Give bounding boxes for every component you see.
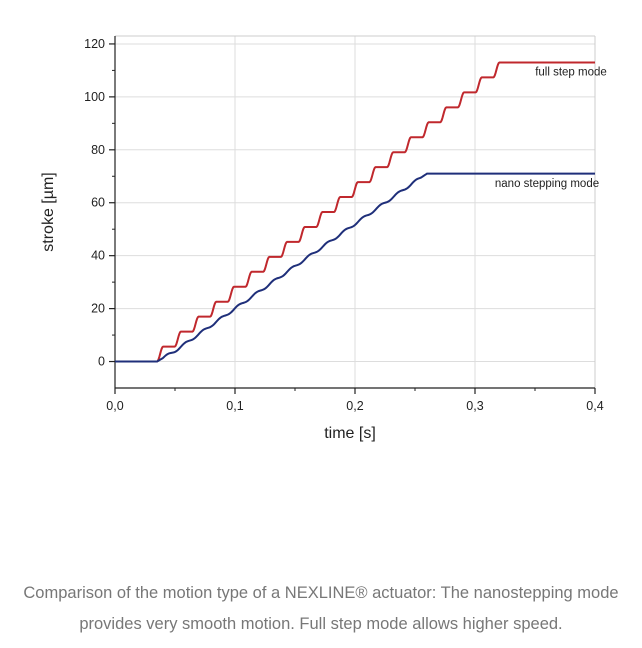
x-tick-label: 0,2 [346, 399, 363, 413]
series-layer [115, 61, 595, 363]
series-line-nano-stepping [115, 172, 595, 363]
x-tick-label: 0,3 [466, 399, 483, 413]
y-tick-label: 0 [98, 355, 105, 369]
grid-lines [114, 36, 596, 388]
caption-line-2: provides very smooth motion. Full step m… [79, 615, 563, 633]
y-tick-label: 120 [84, 37, 105, 51]
y-tick-label: 20 [91, 302, 105, 316]
x-tick-label: 0,4 [586, 399, 603, 413]
caption-line-1: Comparison of the motion type of a NEXLI… [23, 584, 619, 602]
series-line-full-step [115, 61, 595, 363]
y-tick-label: 80 [91, 143, 105, 157]
label-layer: 0 20 40 60 80 100 120 0,0 0,1 0,2 0,3 0,4 time [s] st… [40, 37, 607, 442]
x-tick-label: 0,1 [226, 399, 243, 413]
y-tick-label: 100 [84, 90, 105, 104]
chart-figure: 0 20 40 60 80 100 120 0,0 0,1 0,2 0,3 0,4 time [s] st… [40, 35, 607, 442]
series-annotation: full step mode [535, 67, 607, 79]
figure-caption: Comparison of the motion type of a NEXLI… [0, 578, 642, 640]
series-annotation: nano stepping mode [495, 178, 599, 190]
chart-svg: 0 20 40 60 80 100 120 0,0 0,1 0,2 0,3 0,4 time [s] st… [40, 35, 607, 442]
axes [109, 35, 596, 394]
x-axis-label: time [s] [324, 425, 376, 442]
y-tick-label: 40 [91, 249, 105, 263]
y-axis-label: stroke [µm] [40, 172, 57, 251]
x-tick-label: 0,0 [106, 399, 123, 413]
y-tick-label: 60 [91, 196, 105, 210]
